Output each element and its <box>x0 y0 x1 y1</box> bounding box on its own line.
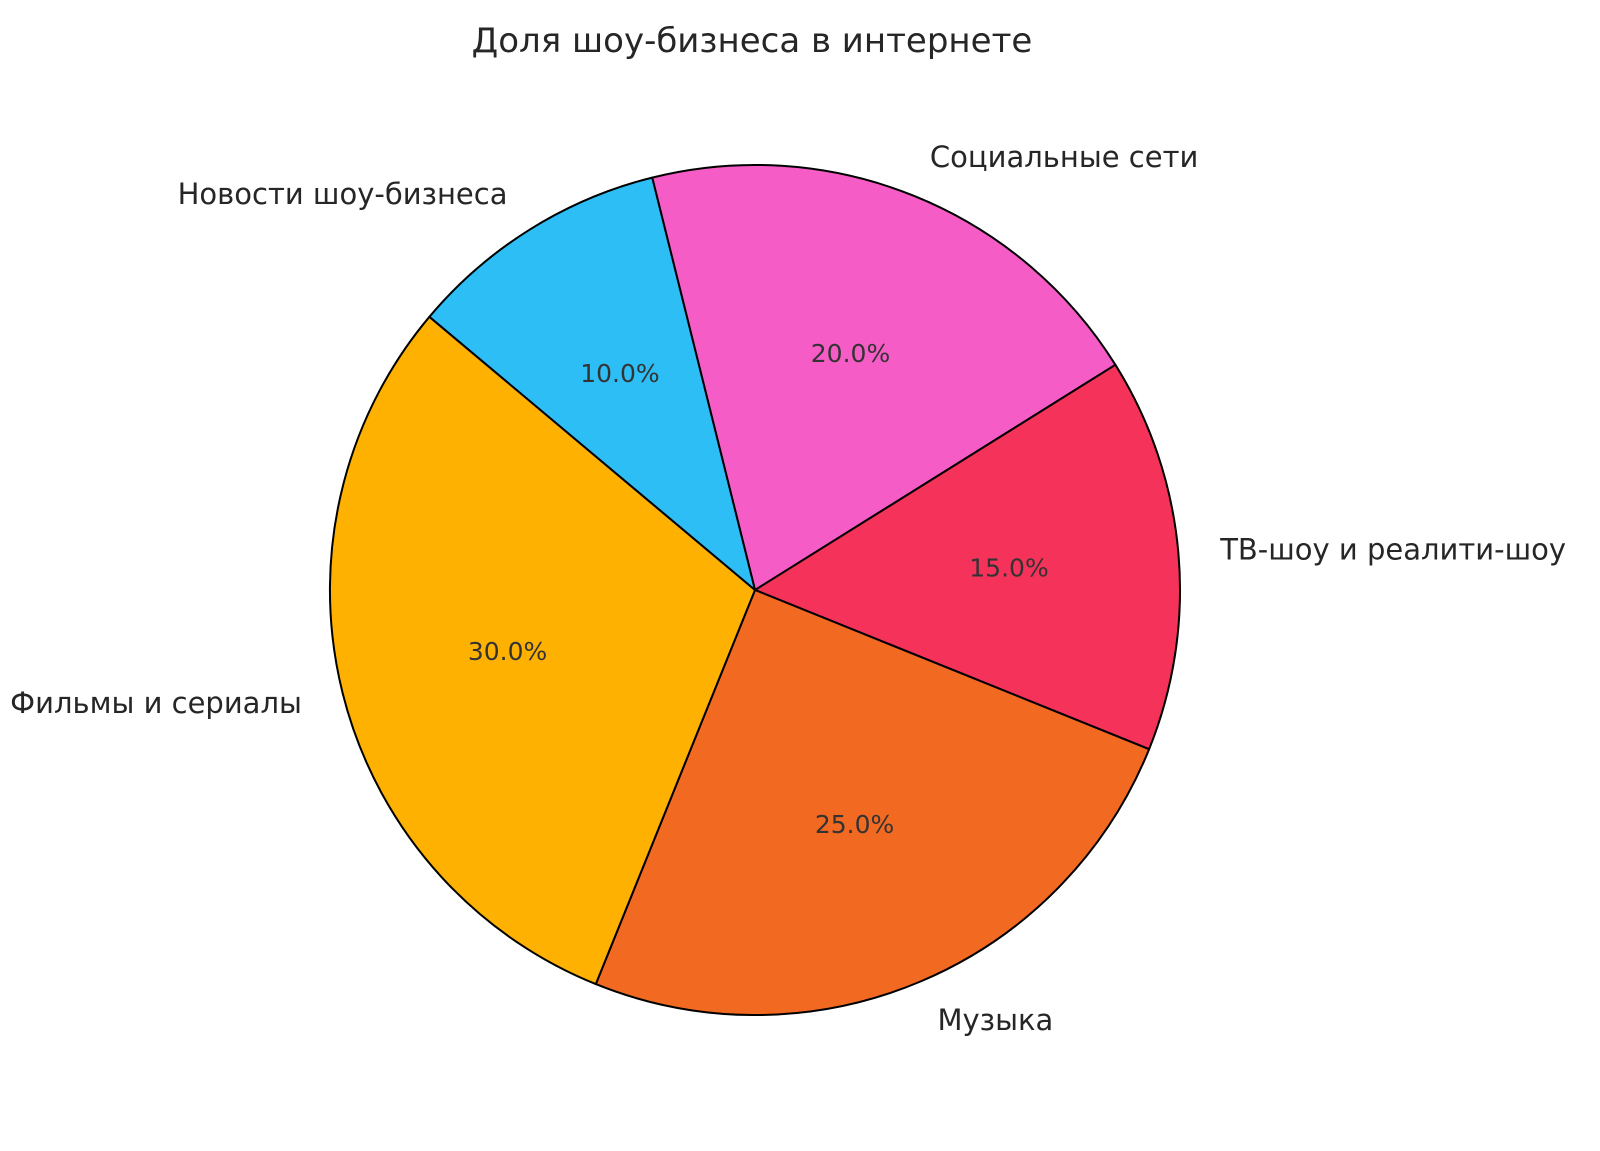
slice-social-networks-label: Социальные сети <box>930 140 1198 174</box>
slice-music-label: Музыка <box>938 1003 1054 1037</box>
pie-slices-group <box>328 164 1181 1016</box>
slice-music <box>594 589 1151 1016</box>
slice-music-percent: 25.0% <box>815 810 894 839</box>
chart-title: Доля шоу-бизнеса в интернете <box>472 21 1033 61</box>
slice-movies-series <box>328 315 756 986</box>
slice-tv-reality-shows-percent: 15.0% <box>969 553 1048 582</box>
slice-movies-series-percent: 30.0% <box>468 637 547 666</box>
slice-tv-reality-shows <box>754 363 1181 751</box>
pie-labels-group: Социальные сети 20.0% ТВ-шоу и реалити-шоу… <box>10 140 1566 1037</box>
slice-showbiz-news-percent: 10.0% <box>580 359 659 388</box>
slice-movies-series-label: Фильмы и сериалы <box>10 686 302 720</box>
slice-tv-reality-shows-label: ТВ-шоу и реалити-шоу <box>1219 532 1566 566</box>
slice-showbiz-news <box>428 176 756 591</box>
slice-social-networks-percent: 20.0% <box>811 339 890 368</box>
slice-social-networks <box>651 164 1117 591</box>
slice-showbiz-news-label: Новости шоу-бизнеса <box>178 177 508 211</box>
